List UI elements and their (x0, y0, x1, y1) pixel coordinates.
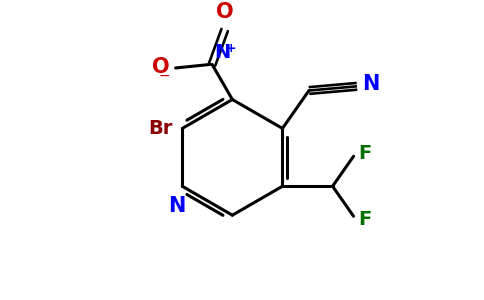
Text: Br: Br (148, 119, 173, 138)
Text: F: F (358, 144, 372, 163)
Text: O: O (216, 2, 233, 22)
Text: N: N (362, 74, 379, 94)
Text: N: N (214, 43, 230, 61)
Text: N: N (168, 196, 185, 216)
Text: +: + (226, 42, 236, 55)
Text: F: F (358, 210, 372, 229)
Text: −: − (158, 69, 170, 83)
Text: O: O (152, 57, 170, 77)
